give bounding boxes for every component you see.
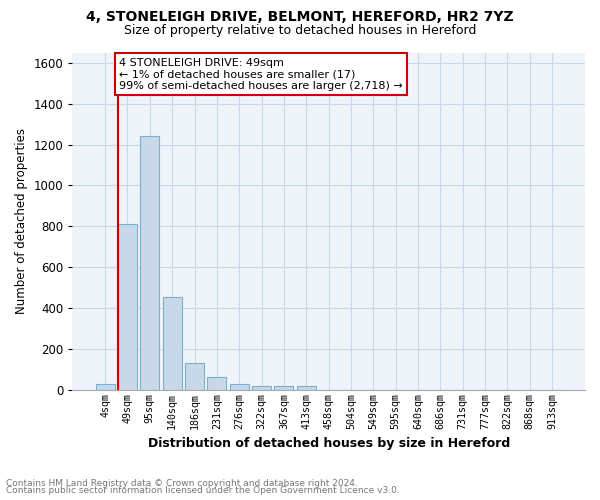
Bar <box>185 364 204 390</box>
Bar <box>230 384 249 390</box>
Bar <box>95 384 115 390</box>
Bar <box>252 386 271 390</box>
Text: 4, STONELEIGH DRIVE, BELMONT, HEREFORD, HR2 7YZ: 4, STONELEIGH DRIVE, BELMONT, HEREFORD, … <box>86 10 514 24</box>
Bar <box>274 386 293 390</box>
X-axis label: Distribution of detached houses by size in Hereford: Distribution of detached houses by size … <box>148 437 510 450</box>
Text: Contains public sector information licensed under the Open Government Licence v3: Contains public sector information licen… <box>6 486 400 495</box>
Bar <box>208 377 226 390</box>
Bar <box>140 136 160 390</box>
Text: Contains HM Land Registry data © Crown copyright and database right 2024.: Contains HM Land Registry data © Crown c… <box>6 478 358 488</box>
Y-axis label: Number of detached properties: Number of detached properties <box>15 128 28 314</box>
Bar <box>118 224 137 390</box>
Bar <box>297 386 316 390</box>
Text: Size of property relative to detached houses in Hereford: Size of property relative to detached ho… <box>124 24 476 37</box>
Text: 4 STONELEIGH DRIVE: 49sqm
← 1% of detached houses are smaller (17)
99% of semi-d: 4 STONELEIGH DRIVE: 49sqm ← 1% of detach… <box>119 58 403 91</box>
Bar <box>163 297 182 390</box>
